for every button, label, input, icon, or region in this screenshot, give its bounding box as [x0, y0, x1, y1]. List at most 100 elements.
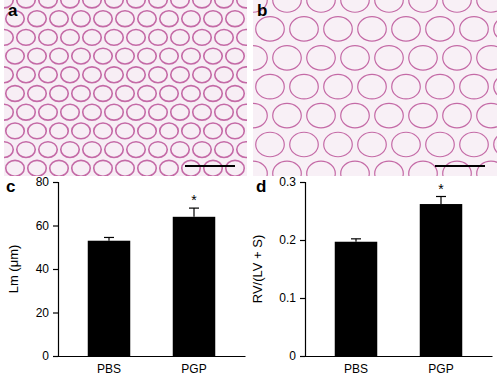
alveolus — [116, 11, 134, 27]
alveolus — [182, 123, 200, 139]
alveolus — [215, 0, 233, 8]
alveolus — [341, 0, 370, 12]
y-tick: 80 — [36, 175, 58, 189]
alveolus — [50, 11, 68, 27]
alveolus — [17, 29, 35, 45]
alveolus — [204, 86, 222, 102]
x-axis: PBSPGP — [59, 357, 246, 376]
alveolus — [226, 160, 244, 176]
alveolus — [28, 123, 46, 139]
alveolus — [127, 67, 145, 83]
alveolus — [39, 29, 57, 45]
alveolus — [72, 11, 90, 27]
alveolus — [138, 48, 156, 64]
alveolus — [358, 74, 387, 98]
alveolus — [290, 132, 319, 156]
alveolus — [426, 74, 455, 98]
alveolus — [477, 161, 497, 176]
alveolus — [72, 48, 90, 64]
alveolus — [39, 142, 57, 158]
alveolus — [50, 160, 68, 176]
alveolus — [105, 67, 123, 83]
alveolus — [226, 11, 244, 27]
alveolus — [116, 48, 134, 64]
panel-label: d — [256, 177, 266, 196]
alveolus — [17, 142, 35, 158]
alveolus — [426, 132, 455, 156]
alveolus — [6, 48, 24, 64]
alveolus — [160, 11, 178, 27]
alveolus — [182, 11, 200, 27]
alveolus — [409, 0, 438, 12]
alveolus — [149, 0, 167, 8]
alveolus — [193, 0, 211, 8]
alveolus — [494, 74, 497, 98]
y-tick-label: 60 — [36, 219, 50, 233]
scale-bar — [435, 165, 485, 167]
x-tick: PBS — [344, 362, 368, 376]
y-tick: 20 — [36, 306, 58, 320]
x-axis-line — [306, 356, 493, 357]
alveolus — [171, 67, 189, 83]
y-tick-label: 0.3 — [279, 175, 296, 189]
y-tick: 0.3 — [279, 175, 305, 189]
alveolus — [237, 142, 247, 158]
alveolus — [182, 48, 200, 64]
alveolus — [171, 29, 189, 45]
alveolus — [50, 86, 68, 102]
bar — [173, 217, 216, 356]
image-panel: b — [239, 0, 500, 215]
alveolus — [237, 29, 247, 45]
alveolus — [105, 29, 123, 45]
alveolus — [409, 103, 438, 127]
image-background — [253, 0, 497, 176]
y-tick-label: 20 — [36, 306, 50, 320]
bar — [88, 241, 131, 356]
alveolus — [375, 103, 404, 127]
alveolus — [307, 46, 336, 70]
error-bar — [193, 208, 194, 217]
y-axis-title: RV/(LV + S) — [250, 235, 265, 304]
alveolus — [116, 160, 134, 176]
alveolus — [375, 0, 404, 12]
y-axis: 020406080 — [36, 175, 59, 363]
y-tick-mark — [300, 182, 305, 183]
alveolus — [324, 74, 353, 98]
alveolus — [443, 103, 472, 127]
alveolus — [392, 132, 421, 156]
alveolus — [105, 0, 123, 8]
alveolus — [182, 86, 200, 102]
x-axis-line — [59, 356, 246, 357]
alveolus — [61, 104, 79, 120]
alveolus — [477, 46, 497, 70]
alveolus — [193, 104, 211, 120]
bar — [335, 242, 378, 356]
alveolus — [290, 74, 319, 98]
scale-bar — [185, 165, 235, 167]
y-tick-mark — [300, 240, 305, 241]
alveolus — [4, 104, 13, 120]
bar-chart: 00.10.20.3PBSPGPRV/(LV + S)d* — [250, 175, 493, 375]
alveolus — [253, 103, 267, 127]
alveolus — [392, 74, 421, 98]
alveolus — [341, 46, 370, 70]
image-panel: a — [0, 0, 288, 195]
y-axis-title: Lm (μm) — [6, 245, 21, 294]
alveolus — [6, 86, 24, 102]
alveolus — [193, 142, 211, 158]
alveolus — [4, 67, 13, 83]
alveolus — [226, 123, 244, 139]
y-tick-mark — [53, 312, 58, 313]
x-tick: PGP — [428, 362, 453, 376]
alveolus — [127, 104, 145, 120]
y-tick-mark — [300, 298, 305, 299]
alveolus — [149, 67, 167, 83]
x-tick-label: PGP — [181, 362, 206, 376]
image-background — [4, 0, 247, 176]
alveolus — [61, 0, 79, 8]
alveolus — [83, 0, 101, 8]
alveolus — [256, 132, 285, 156]
alveolus — [307, 0, 336, 12]
alveolus — [138, 86, 156, 102]
alveolus — [149, 142, 167, 158]
